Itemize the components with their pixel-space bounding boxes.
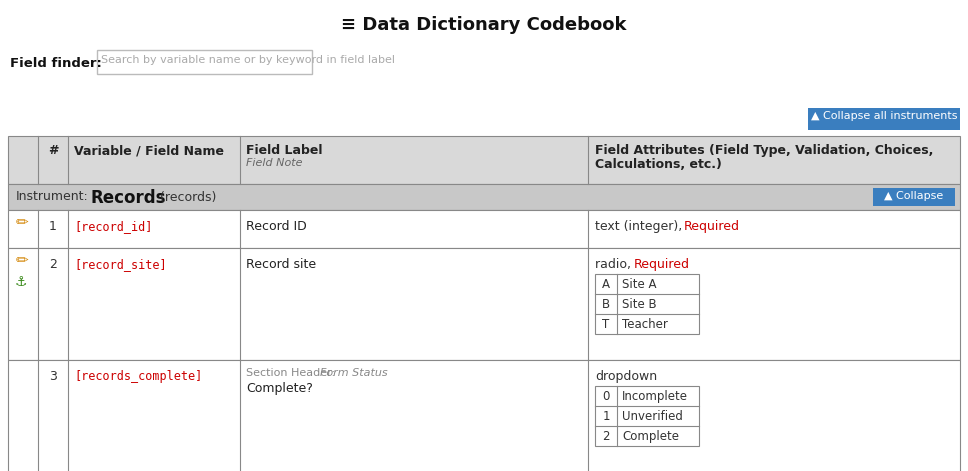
Text: Section Header:: Section Header: [246,368,339,378]
Bar [8,210,960,248]
Text: 0: 0 [602,390,610,403]
Text: text (integer),: text (integer), [595,220,686,233]
Text: Records: Records [90,189,166,207]
Text: [record_id]: [record_id] [74,220,152,233]
Text: 3: 3 [49,370,57,383]
Text: Complete: Complete [622,430,679,443]
Text: Record site: Record site [246,258,317,271]
Text: #: # [47,144,58,157]
Text: Incomplete: Incomplete [622,390,688,403]
Text: Unverified: Unverified [622,410,682,423]
Text: T: T [602,318,610,331]
Text: Teacher: Teacher [622,318,668,331]
Text: ⚓: ⚓ [15,275,27,289]
Text: Field Label: Field Label [246,144,322,157]
Text: [records_complete]: [records_complete] [74,370,202,383]
Bar [595,274,699,334]
Text: 1: 1 [49,220,57,233]
Text: Field finder:: Field finder: [10,57,102,70]
Text: Record ID: Record ID [246,220,307,233]
Text: (records): (records) [156,191,217,204]
Text: ✏: ✏ [16,214,29,229]
Text: 2: 2 [602,430,610,443]
Text: Form Status: Form Status [319,368,387,378]
Text: Calculations, etc.): Calculations, etc.) [595,158,722,171]
Text: Site B: Site B [622,298,656,311]
Text: ✏: ✏ [16,252,29,268]
Bar [8,360,960,471]
Bar [8,136,960,184]
Text: ▲ Collapse all instruments: ▲ Collapse all instruments [811,111,957,121]
Text: Field Attributes (Field Type, Validation, Choices,: Field Attributes (Field Type, Validation… [595,144,933,157]
Text: ▲ Collapse: ▲ Collapse [885,191,944,201]
Text: Required: Required [634,258,690,271]
Bar [8,184,960,210]
Text: ≡ Data Dictionary Codebook: ≡ Data Dictionary Codebook [342,16,626,34]
Text: B: B [602,298,610,311]
Text: [record_site]: [record_site] [74,258,166,271]
Text: Field Note: Field Note [246,158,302,168]
Bar [873,188,955,206]
Text: Site A: Site A [622,278,656,291]
Text: Variable / Field Name: Variable / Field Name [74,144,224,157]
Text: dropdown: dropdown [595,370,657,383]
Text: 2: 2 [49,258,57,271]
Text: Complete?: Complete? [246,382,313,395]
Bar [595,386,699,446]
Text: 1: 1 [602,410,610,423]
Bar [808,108,960,130]
Bar [97,50,312,74]
Text: Required: Required [683,220,740,233]
Text: A: A [602,278,610,291]
Text: radio,: radio, [595,258,635,271]
Text: Instrument:: Instrument: [16,190,89,203]
Bar [8,248,960,360]
Text: Search by variable name or by keyword in field label: Search by variable name or by keyword in… [101,55,395,65]
